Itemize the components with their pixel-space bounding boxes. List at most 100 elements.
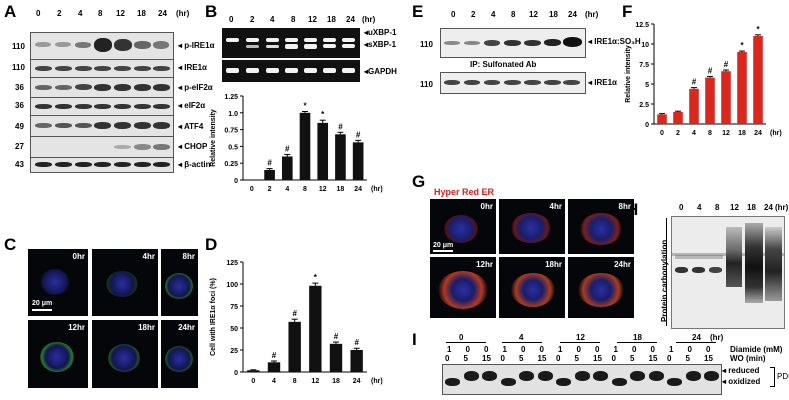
- significance-mark: #: [724, 60, 729, 69]
- x-axis-label: (hr): [371, 378, 383, 385]
- blot-ire1a-so3h: [440, 28, 586, 58]
- blot-label: ◂ IRE1α: [178, 63, 207, 72]
- wo-value: 15: [482, 354, 491, 363]
- time-label: 24: [568, 10, 577, 19]
- time-unit: (hr): [362, 15, 376, 24]
- time-unit: (hr): [176, 9, 190, 18]
- blot-label-text: ATF4: [183, 122, 204, 131]
- y-axis-label: Relative intensity: [625, 45, 632, 103]
- pdi-band: [445, 378, 460, 386]
- y-tick-label: 10: [641, 42, 649, 49]
- time-label: 4: [78, 9, 83, 18]
- significance-mark: #: [334, 332, 339, 341]
- mw-label: 36: [15, 83, 24, 92]
- wo-value: 0: [500, 354, 505, 363]
- diamide-value: 0: [595, 345, 600, 354]
- tile-label: 24hr: [614, 260, 631, 269]
- x-tick-label: 2: [268, 186, 272, 193]
- micrograph-g-8hr: 8hr: [568, 199, 634, 254]
- mw-label: 43: [15, 160, 24, 169]
- blot-label: ◂ p-IRE1α: [178, 41, 215, 50]
- panel-label-b: B: [205, 2, 218, 21]
- wo-value: 0: [611, 354, 616, 363]
- mw-label: 27: [15, 142, 24, 151]
- y-tick-label: 0: [645, 122, 649, 129]
- bar: [309, 285, 322, 372]
- scale-bar: [32, 309, 52, 311]
- gel-label: ◂sXBP-1: [364, 40, 397, 49]
- scale-bar-label: 20 μm: [32, 300, 53, 307]
- mw-label: 110: [12, 42, 25, 51]
- time-label: 12: [730, 203, 739, 212]
- y-tick-label: 0.25: [224, 161, 238, 168]
- time-label: 12: [116, 9, 125, 18]
- significance-mark: #: [338, 122, 343, 131]
- time-label: 18: [137, 9, 146, 18]
- significance-mark: *: [756, 25, 760, 34]
- protein-label: PDI: [777, 372, 789, 381]
- panel-label-c: C: [4, 235, 17, 254]
- scale-bar-label: 20 μm: [433, 242, 454, 249]
- pdi-band: [593, 371, 608, 381]
- diamide-value: 0: [687, 345, 692, 354]
- micrograph-g-4hr: 4hr: [499, 199, 565, 254]
- x-axis-label: (hr): [371, 186, 383, 193]
- diamide-value: 1: [447, 345, 452, 354]
- bar: [329, 343, 343, 372]
- significance-mark: *: [314, 273, 318, 282]
- tile-label: 0hr: [480, 202, 493, 211]
- time-label: 18: [549, 10, 558, 19]
- tile-label: 24hr: [178, 323, 195, 332]
- micrograph-c-4hr: 4hr: [92, 249, 158, 316]
- chart-d-ire1a-foci: 0 25 50 75 100 125 0 #4 #8 * 12 #18 #24 (hr) Cell with…: [210, 260, 383, 385]
- time-label: 0: [36, 9, 41, 18]
- significance-mark: *: [321, 110, 325, 119]
- tile-label: 18hr: [545, 260, 562, 269]
- wo-value: 0: [445, 354, 450, 363]
- blot-ire1a: [30, 59, 174, 78]
- y-tick-label: 0.75: [224, 128, 238, 135]
- mw-label: 110: [420, 40, 433, 49]
- blot-label-text: IRE1α:SO₃H: [594, 37, 641, 46]
- panel-label-f: F: [622, 2, 633, 21]
- tile-label: 0hr: [72, 252, 85, 261]
- x-tick-label: 4: [285, 186, 289, 193]
- blot-chop: [30, 136, 174, 158]
- time-label: 0: [451, 10, 456, 19]
- x-tick-label: 8: [708, 130, 712, 137]
- blot-pdi: [442, 364, 722, 395]
- bar: [264, 169, 275, 180]
- y-tick-label: 12.5: [635, 22, 649, 29]
- micrograph-g-24hr: 24hr: [568, 257, 634, 318]
- y-tick-label: 5: [645, 82, 649, 89]
- y-tick-label: 1.0: [228, 111, 238, 118]
- bar: [335, 134, 346, 180]
- blot-label-text: β-actin: [184, 160, 211, 169]
- x-tick-label: 12: [319, 186, 327, 193]
- y-tick-label: 100: [226, 282, 238, 289]
- tile-label: 12hr: [68, 323, 85, 332]
- time-label: 4: [270, 15, 275, 24]
- blot-label-text: CHOP: [184, 142, 208, 151]
- scale-bar: [433, 250, 453, 252]
- blot-p-eif2a: [30, 77, 174, 98]
- time-label: 12: [308, 15, 317, 24]
- panel-label-d: D: [205, 235, 218, 254]
- pdi-band: [667, 378, 682, 386]
- y-axis-label: Relative intensity: [210, 109, 217, 167]
- pdi-band: [482, 371, 497, 381]
- time-label: 24: [764, 203, 773, 212]
- ylabel-bracket: [666, 218, 667, 326]
- wo-value: 5: [574, 354, 579, 363]
- blot-label: ◂ β-actin: [178, 160, 211, 169]
- significance-mark: #: [692, 78, 697, 87]
- diamide-value: 0: [484, 345, 489, 354]
- pdi-band: [574, 371, 590, 381]
- diamide-value: 0: [539, 345, 544, 354]
- x-tick-label: 18: [337, 186, 345, 193]
- y-tick-label: 1.25: [224, 94, 238, 101]
- time-label: 12: [529, 10, 538, 19]
- x-tick-label: 0: [250, 186, 254, 193]
- micrograph-c-8hr: 8hr: [161, 249, 198, 316]
- blot-label: ◂ p-eIF2α: [178, 83, 213, 92]
